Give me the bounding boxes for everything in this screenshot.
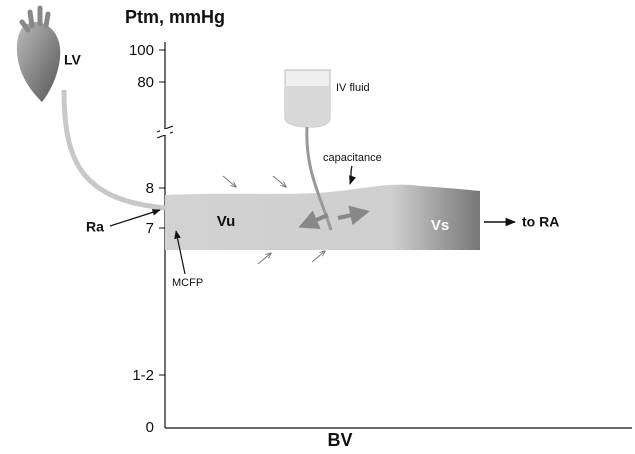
flow-arrow: [337, 205, 370, 226]
heart-icon: [16, 21, 61, 103]
flow-arrow: [298, 210, 329, 229]
x-axis-title: BV: [327, 430, 352, 450]
iv-tube: [305, 126, 333, 231]
mcfp-arrow: [174, 230, 186, 275]
y-axis-title: Ptm, mmHg: [125, 7, 225, 27]
capacitance-label: capacitance: [323, 152, 382, 164]
capacitance-arrow: [349, 165, 357, 185]
ra-label: Ra: [86, 219, 104, 235]
vu-label: Vu: [217, 213, 236, 230]
outflow-label: to RA: [522, 214, 559, 230]
y-tick-label: 1-2: [132, 367, 154, 384]
heart-vessels: [19, 5, 51, 33]
mcfp-label: MCFP: [172, 277, 203, 289]
y-ticks: [159, 49, 165, 376]
y-tick-label: 80: [137, 74, 154, 91]
break-gap: [160, 129, 170, 135]
heart-label: LV: [64, 52, 82, 68]
iv-fluid: [285, 86, 330, 127]
ra-arrow: [109, 209, 161, 227]
y-tick-label: 7: [146, 220, 154, 237]
y-tick-label: 100: [129, 42, 154, 59]
pressure-arrows: [222, 175, 325, 265]
iv-label: IV fluid: [336, 82, 370, 94]
y-tick-label: 0: [146, 419, 154, 436]
y-tick-label: 8: [146, 180, 154, 197]
vs-label: Vs: [431, 217, 449, 234]
arterial-tube: [61, 89, 166, 211]
